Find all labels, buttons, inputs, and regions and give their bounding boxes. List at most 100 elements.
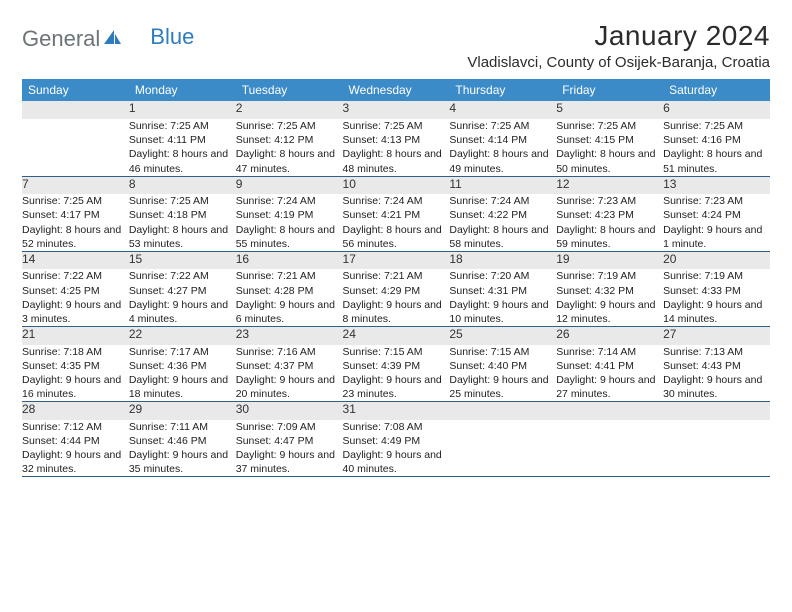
sunset-line: Sunset: 4:23 PM — [556, 208, 663, 222]
daylight-line: Daylight: 8 hours and 58 minutes. — [449, 223, 556, 251]
sunset-line: Sunset: 4:19 PM — [236, 208, 343, 222]
day-info-cell: Sunrise: 7:17 AMSunset: 4:36 PMDaylight:… — [129, 345, 236, 402]
daylight-line: Daylight: 9 hours and 14 minutes. — [663, 298, 770, 326]
title-block: January 2024 Vladislavci, County of Osij… — [467, 20, 770, 71]
sunset-line: Sunset: 4:17 PM — [22, 208, 129, 222]
day-info-cell: Sunrise: 7:08 AMSunset: 4:49 PMDaylight:… — [343, 420, 450, 477]
sunset-line: Sunset: 4:21 PM — [343, 208, 450, 222]
day-number-cell: 10 — [343, 176, 450, 194]
sunrise-line: Sunrise: 7:24 AM — [449, 194, 556, 208]
day-number-cell — [449, 402, 556, 420]
day-info-cell: Sunrise: 7:15 AMSunset: 4:39 PMDaylight:… — [343, 345, 450, 402]
sunrise-line: Sunrise: 7:24 AM — [236, 194, 343, 208]
day-info-cell: Sunrise: 7:21 AMSunset: 4:29 PMDaylight:… — [343, 269, 450, 326]
sunset-line: Sunset: 4:37 PM — [236, 359, 343, 373]
sunrise-line: Sunrise: 7:14 AM — [556, 345, 663, 359]
day-info-cell: Sunrise: 7:13 AMSunset: 4:43 PMDaylight:… — [663, 345, 770, 402]
day-number-cell: 13 — [663, 176, 770, 194]
sunrise-line: Sunrise: 7:25 AM — [22, 194, 129, 208]
daylight-line: Daylight: 9 hours and 30 minutes. — [663, 373, 770, 401]
day-number-cell: 7 — [22, 176, 129, 194]
day-number-cell: 18 — [449, 251, 556, 269]
day-info-cell: Sunrise: 7:19 AMSunset: 4:33 PMDaylight:… — [663, 269, 770, 326]
daylight-line: Daylight: 9 hours and 25 minutes. — [449, 373, 556, 401]
day-number-cell: 3 — [343, 101, 450, 119]
sunrise-line: Sunrise: 7:22 AM — [22, 269, 129, 283]
daylight-line: Daylight: 9 hours and 12 minutes. — [556, 298, 663, 326]
calendar-table: SundayMondayTuesdayWednesdayThursdayFrid… — [22, 79, 770, 477]
day-number-cell: 11 — [449, 176, 556, 194]
day-info-cell: Sunrise: 7:18 AMSunset: 4:35 PMDaylight:… — [22, 345, 129, 402]
day-number-cell — [22, 101, 129, 119]
day-info-cell: Sunrise: 7:20 AMSunset: 4:31 PMDaylight:… — [449, 269, 556, 326]
sunrise-line: Sunrise: 7:19 AM — [663, 269, 770, 283]
day-number-cell: 14 — [22, 251, 129, 269]
daylight-line: Daylight: 8 hours and 56 minutes. — [343, 223, 450, 251]
day-info-cell: Sunrise: 7:24 AMSunset: 4:21 PMDaylight:… — [343, 194, 450, 251]
sunset-line: Sunset: 4:31 PM — [449, 284, 556, 298]
day-number-cell: 27 — [663, 327, 770, 345]
brand-logo: General Blue — [22, 26, 194, 52]
sunset-line: Sunset: 4:29 PM — [343, 284, 450, 298]
sunset-line: Sunset: 4:44 PM — [22, 434, 129, 448]
sunset-line: Sunset: 4:24 PM — [663, 208, 770, 222]
location-text: Vladislavci, County of Osijek-Baranja, C… — [467, 54, 770, 71]
day-info-cell: Sunrise: 7:24 AMSunset: 4:22 PMDaylight:… — [449, 194, 556, 251]
day-number-cell: 12 — [556, 176, 663, 194]
daylight-line: Daylight: 8 hours and 48 minutes. — [343, 147, 450, 175]
day-info-cell — [556, 420, 663, 477]
sunrise-line: Sunrise: 7:25 AM — [129, 119, 236, 133]
daylight-line: Daylight: 9 hours and 10 minutes. — [449, 298, 556, 326]
sunrise-line: Sunrise: 7:25 AM — [449, 119, 556, 133]
calendar-header-row: SundayMondayTuesdayWednesdayThursdayFrid… — [22, 79, 770, 101]
day-number-cell: 22 — [129, 327, 236, 345]
sunrise-line: Sunrise: 7:15 AM — [449, 345, 556, 359]
daylight-line: Daylight: 9 hours and 32 minutes. — [22, 448, 129, 476]
sunrise-line: Sunrise: 7:25 AM — [129, 194, 236, 208]
sunrise-line: Sunrise: 7:08 AM — [343, 420, 450, 434]
sunrise-line: Sunrise: 7:21 AM — [236, 269, 343, 283]
sunset-line: Sunset: 4:13 PM — [343, 133, 450, 147]
day-number-cell: 16 — [236, 251, 343, 269]
day-number-cell: 24 — [343, 327, 450, 345]
day-info-cell: Sunrise: 7:11 AMSunset: 4:46 PMDaylight:… — [129, 420, 236, 477]
calendar-page: General Blue January 2024 Vladislavci, C… — [0, 0, 792, 497]
day-number-cell: 26 — [556, 327, 663, 345]
sunset-line: Sunset: 4:28 PM — [236, 284, 343, 298]
sunset-line: Sunset: 4:35 PM — [22, 359, 129, 373]
day-info-cell — [22, 119, 129, 176]
day-number-cell: 4 — [449, 101, 556, 119]
daylight-line: Daylight: 9 hours and 23 minutes. — [343, 373, 450, 401]
sunset-line: Sunset: 4:14 PM — [449, 133, 556, 147]
sunset-line: Sunset: 4:33 PM — [663, 284, 770, 298]
daylight-line: Daylight: 8 hours and 51 minutes. — [663, 147, 770, 175]
sunset-line: Sunset: 4:32 PM — [556, 284, 663, 298]
daylight-line: Daylight: 9 hours and 8 minutes. — [343, 298, 450, 326]
daylight-line: Daylight: 9 hours and 27 minutes. — [556, 373, 663, 401]
day-number-cell: 6 — [663, 101, 770, 119]
day-number-cell: 15 — [129, 251, 236, 269]
day-number-cell: 29 — [129, 402, 236, 420]
day-info-cell: Sunrise: 7:25 AMSunset: 4:12 PMDaylight:… — [236, 119, 343, 176]
weekday-header: Saturday — [663, 79, 770, 101]
daylight-line: Daylight: 8 hours and 52 minutes. — [22, 223, 129, 251]
sunrise-line: Sunrise: 7:12 AM — [22, 420, 129, 434]
sunrise-line: Sunrise: 7:25 AM — [556, 119, 663, 133]
day-number-cell: 31 — [343, 402, 450, 420]
daylight-line: Daylight: 8 hours and 46 minutes. — [129, 147, 236, 175]
sunset-line: Sunset: 4:18 PM — [129, 208, 236, 222]
day-number-cell: 1 — [129, 101, 236, 119]
daylight-line: Daylight: 8 hours and 50 minutes. — [556, 147, 663, 175]
sunset-line: Sunset: 4:39 PM — [343, 359, 450, 373]
day-number-cell: 9 — [236, 176, 343, 194]
day-info-cell: Sunrise: 7:09 AMSunset: 4:47 PMDaylight:… — [236, 420, 343, 477]
daylight-line: Daylight: 8 hours and 55 minutes. — [236, 223, 343, 251]
daylight-line: Daylight: 9 hours and 1 minute. — [663, 223, 770, 251]
day-info-cell: Sunrise: 7:25 AMSunset: 4:15 PMDaylight:… — [556, 119, 663, 176]
header: General Blue January 2024 Vladislavci, C… — [22, 20, 770, 71]
sunrise-line: Sunrise: 7:19 AM — [556, 269, 663, 283]
sunrise-line: Sunrise: 7:17 AM — [129, 345, 236, 359]
daylight-line: Daylight: 9 hours and 18 minutes. — [129, 373, 236, 401]
day-number-cell: 21 — [22, 327, 129, 345]
day-info-cell: Sunrise: 7:15 AMSunset: 4:40 PMDaylight:… — [449, 345, 556, 402]
